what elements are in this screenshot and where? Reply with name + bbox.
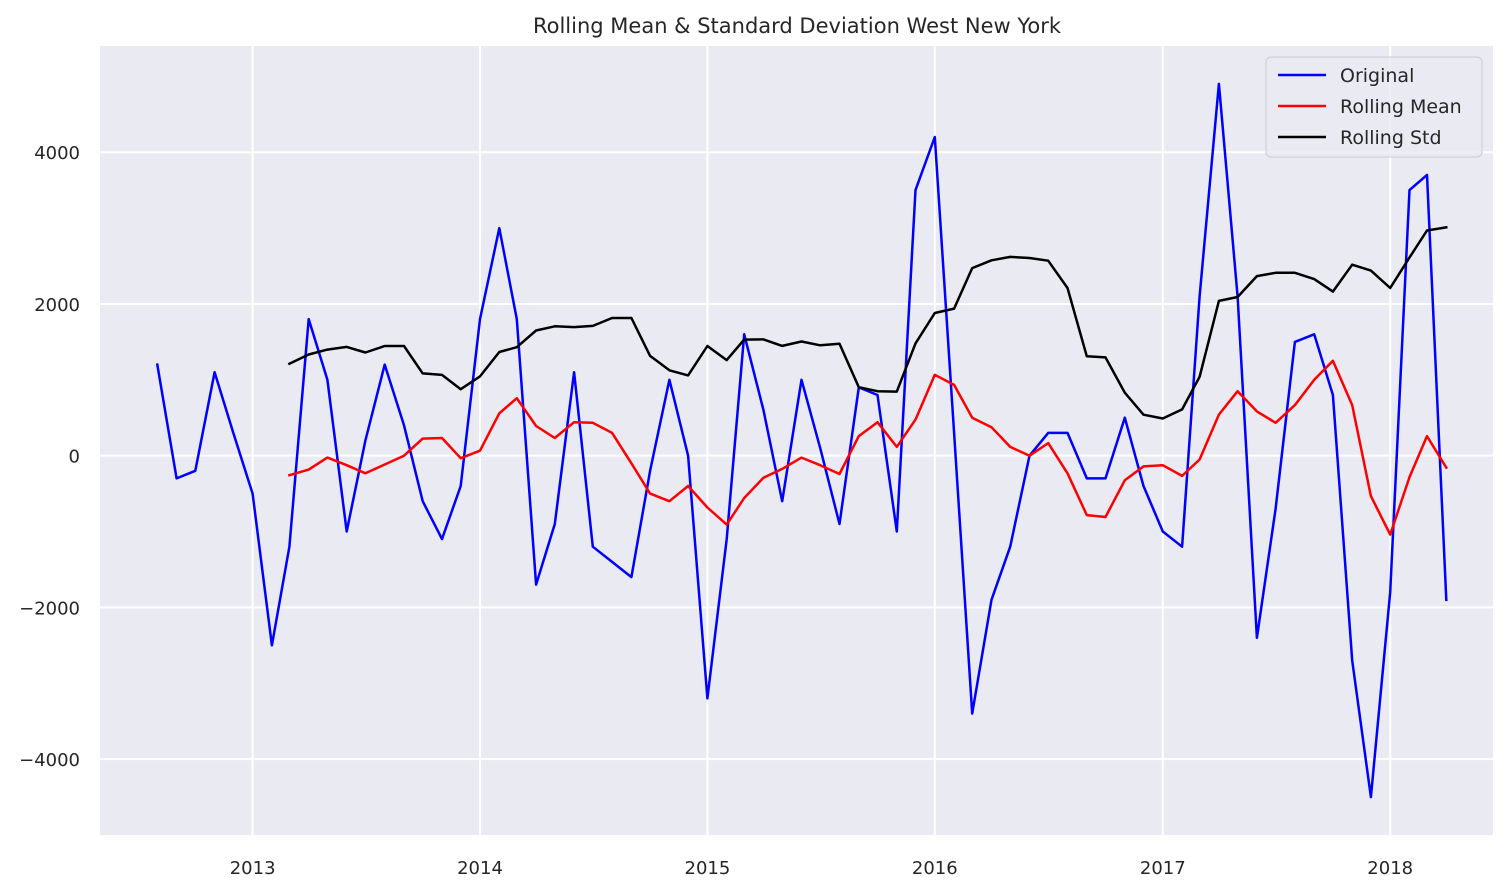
y-tick-label: −2000 [19, 598, 80, 619]
x-tick-label: 2018 [1367, 858, 1413, 879]
x-tick-label: 2015 [685, 858, 731, 879]
x-tick-label: 2016 [912, 858, 958, 879]
y-tick-label: 4000 [34, 143, 80, 164]
legend-box [1265, 56, 1483, 158]
series-line-rolling-std [287, 225, 1448, 420]
x-tick-label: 2013 [230, 858, 276, 879]
legend: Original Rolling Mean Rolling Std [1265, 56, 1483, 158]
x-tick-label: 2014 [457, 858, 503, 879]
x-tick-label: 2017 [1140, 858, 1186, 879]
grid-lines [100, 46, 1493, 835]
chart-title: Rolling Mean & Standard Deviation West N… [533, 14, 1062, 38]
legend-label-rolling-mean: Rolling Mean [1340, 96, 1462, 118]
plot-area [100, 46, 1493, 835]
y-tick-label: −4000 [19, 750, 80, 771]
series-line-rolling-mean [287, 359, 1449, 536]
y-tick-label: 0 [69, 447, 80, 468]
legend-label-original: Original [1340, 65, 1414, 87]
series-lines [155, 82, 1449, 799]
legend-label-rolling-std: Rolling Std [1340, 127, 1442, 149]
y-tick-label: 2000 [34, 295, 80, 316]
series-line-original [155, 82, 1448, 799]
axis-tick-labels: 2013 2014 2015 2016 2017 2018 −4000 −2000 0 2000 4… [19, 143, 1413, 879]
